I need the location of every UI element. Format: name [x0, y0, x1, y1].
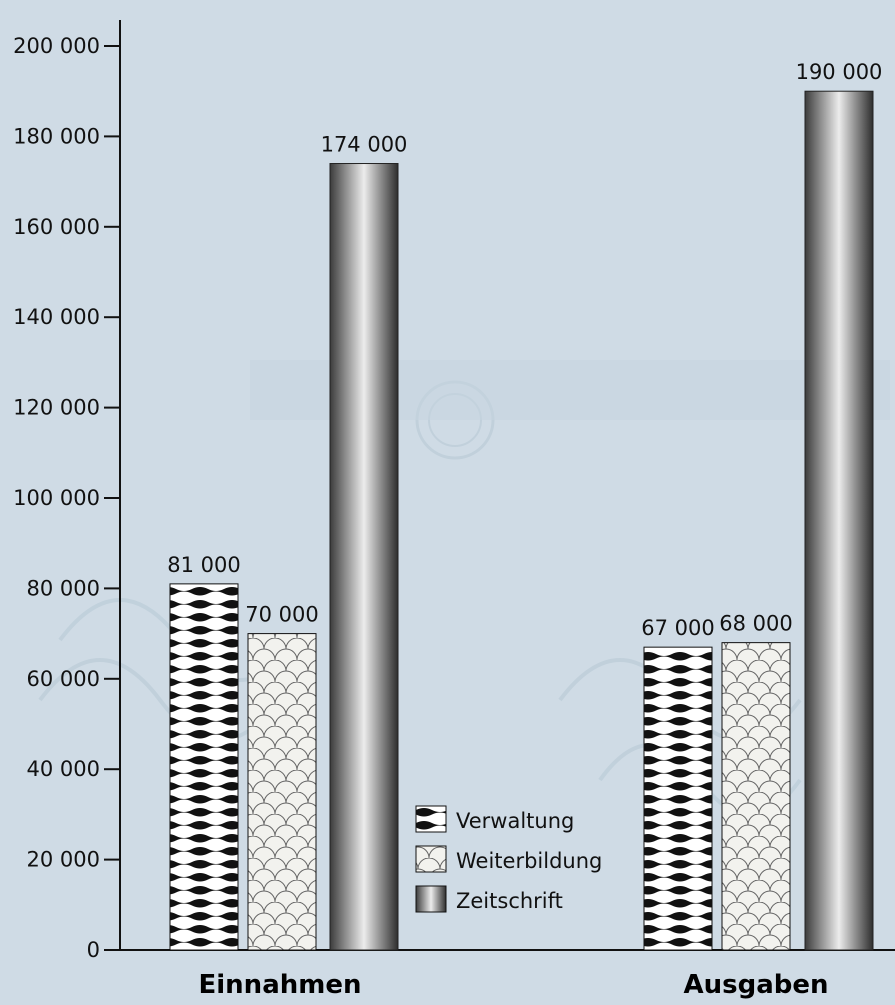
- bar-verwaltung-ausgaben: [643, 646, 713, 951]
- bar-zeitschrift-einnahmen: [329, 163, 399, 951]
- y-tick-label: 120 000: [13, 396, 100, 420]
- category-label-ausgaben: Ausgaben: [683, 970, 828, 1000]
- value-label-zeitschrift-einnahmen: 174 000: [321, 133, 408, 157]
- legend-swatch-zeitschrift: [415, 885, 447, 913]
- legend-label-verwaltung: Verwaltung: [456, 809, 574, 833]
- y-tick-label: 160 000: [13, 215, 100, 239]
- legend-swatch-weiterbildung: [415, 845, 447, 873]
- y-tick-label: 180 000: [13, 124, 100, 148]
- bars-group: [169, 90, 874, 951]
- value-label-zeitschrift-ausgaben: 190 000: [796, 60, 883, 84]
- y-tick-label: 80 000: [27, 576, 100, 600]
- legend-swatch-verwaltung: [415, 805, 447, 833]
- legend: Verwaltung Weiterbildung Zeitschrift: [415, 805, 602, 913]
- y-tick-label: 140 000: [13, 305, 100, 329]
- value-labels: 81 000 70 000 174 000 67 000 68 000 190 000: [167, 60, 882, 640]
- bar-weiterbildung-ausgaben: [721, 642, 791, 951]
- value-label-weiterbildung-ausgaben: 68 000: [719, 612, 792, 636]
- legend-label-weiterbildung: Weiterbildung: [456, 849, 602, 873]
- y-tick-label: 40 000: [27, 757, 100, 781]
- y-tick-label: 200 000: [13, 34, 100, 58]
- y-axis-ticks: 0 20 000 40 000 60 000 80 000 100 000 120 000 1…: [13, 34, 120, 962]
- bar-zeitschrift-ausgaben: [804, 90, 874, 951]
- bar-verwaltung-einnahmen: [169, 583, 239, 951]
- y-tick-label: 0: [87, 938, 100, 962]
- value-label-verwaltung-ausgaben: 67 000: [641, 616, 714, 640]
- y-tick-label: 20 000: [27, 848, 100, 872]
- legend-label-zeitschrift: Zeitschrift: [456, 889, 563, 913]
- category-label-einnahmen: Einnahmen: [199, 970, 362, 1000]
- bar-weiterbildung-einnahmen: [247, 633, 317, 951]
- value-label-weiterbildung-einnahmen: 70 000: [245, 603, 318, 627]
- y-tick-label: 100 000: [13, 486, 100, 510]
- value-label-verwaltung-einnahmen: 81 000: [167, 553, 240, 577]
- y-tick-label: 60 000: [27, 667, 100, 691]
